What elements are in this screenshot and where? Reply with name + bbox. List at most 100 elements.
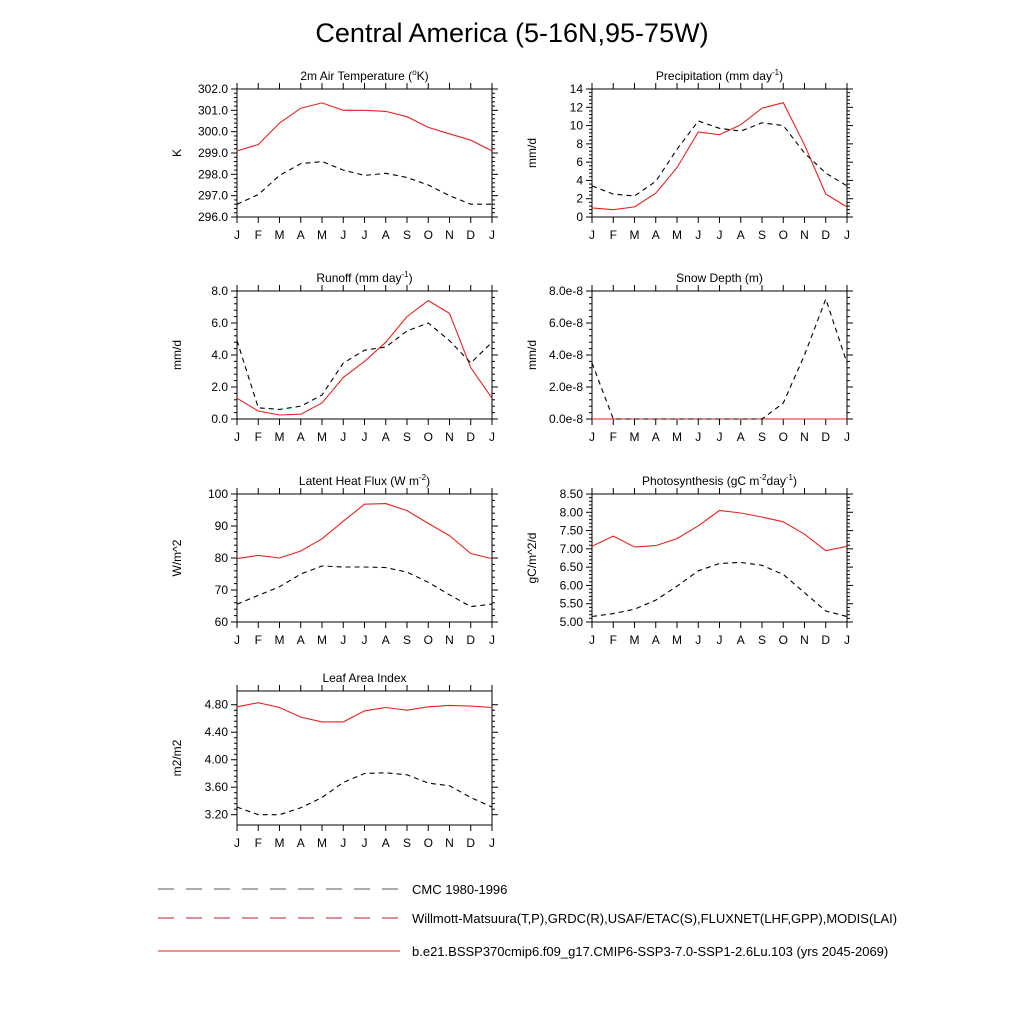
panel-title: Latent Heat Flux (W m-2) <box>299 473 430 488</box>
x-tick-label: F <box>610 633 617 647</box>
y-tick-label: 301.0 <box>198 103 228 117</box>
x-tick-label: F <box>255 633 262 647</box>
plot-frame <box>236 290 493 420</box>
y-tick-label: 5.50 <box>560 597 584 611</box>
x-tick-label: A <box>382 836 390 850</box>
obs-series-line <box>591 297 848 420</box>
plot-frame <box>591 290 848 420</box>
x-tick-label: A <box>382 633 390 647</box>
x-tick-label: J <box>340 633 346 647</box>
x-tick-label: M <box>317 228 327 242</box>
x-tick-label: M <box>672 633 682 647</box>
y-tick-label: 100 <box>208 487 228 501</box>
x-tick-label: A <box>737 633 745 647</box>
x-tick-label: D <box>466 633 475 647</box>
y-tick-label: 6.0 <box>211 316 228 330</box>
x-tick-label: N <box>445 430 454 444</box>
x-tick-label: M <box>630 633 640 647</box>
x-tick-label: A <box>297 633 305 647</box>
x-tick-label: M <box>275 633 285 647</box>
chart-panel-6: Photosynthesis (gC m-2day-1) gC/m^2/d 5.00… <box>525 473 853 647</box>
y-tick-label: 8.00 <box>560 505 584 519</box>
x-tick-label: M <box>317 836 327 850</box>
x-tick-label: M <box>672 430 682 444</box>
chart-panel-4: Snow Depth (m) mm/d 0.0e-8 2.0e-8 4.0e-8 6.0e… <box>525 271 853 444</box>
x-tick-label: J <box>589 430 595 444</box>
x-tick-label: J <box>489 633 495 647</box>
x-tick-label: M <box>317 633 327 647</box>
y-axis-label: mm/d <box>525 340 539 370</box>
model-series-line <box>236 299 493 416</box>
y-tick-label: 2.0 <box>211 380 228 394</box>
y-tick-label: 14 <box>570 82 584 96</box>
x-tick-label: M <box>275 836 285 850</box>
x-tick-label: F <box>255 228 262 242</box>
x-tick-label: S <box>403 836 411 850</box>
x-tick-label: M <box>275 430 285 444</box>
x-tick-label: A <box>382 430 390 444</box>
x-tick-label: N <box>445 836 454 850</box>
y-tick-label: 300.0 <box>198 125 228 139</box>
x-tick-label: M <box>275 228 285 242</box>
y-tick-label: 2 <box>576 192 583 206</box>
panel-title: Precipitation (mm day-1) <box>656 68 783 83</box>
y-tick-label: 3.60 <box>205 780 229 794</box>
x-tick-label: J <box>340 836 346 850</box>
model-series-line <box>591 509 848 552</box>
x-tick-label: J <box>340 430 346 444</box>
x-tick-label: A <box>382 228 390 242</box>
y-tick-label: 8.0e-8 <box>549 284 583 298</box>
y-tick-label: 7.50 <box>560 524 584 538</box>
x-tick-label: J <box>234 228 240 242</box>
y-tick-label: 8 <box>576 137 583 151</box>
x-tick-label: N <box>445 228 454 242</box>
x-tick-label: F <box>610 228 617 242</box>
x-tick-label: A <box>652 430 660 444</box>
x-tick-label: F <box>255 430 262 444</box>
x-tick-label: J <box>717 228 723 242</box>
y-tick-label: 4.40 <box>205 725 229 739</box>
y-tick-label: 4.0e-8 <box>549 348 583 362</box>
main-title: Central America (5-16N,95-75W) <box>315 18 709 48</box>
x-tick-label: J <box>234 836 240 850</box>
x-tick-label: D <box>466 228 475 242</box>
x-tick-label: O <box>424 836 433 850</box>
chart-panel-1: 2m Air Temperature (oK) K 296.0 297.0 298.0 2… <box>170 68 498 242</box>
y-axis-label: K <box>170 149 184 157</box>
panel-title: Photosynthesis (gC m-2day-1) <box>642 473 797 488</box>
y-tick-label: 4.80 <box>205 698 229 712</box>
x-tick-label: A <box>297 430 305 444</box>
x-tick-label: J <box>844 430 850 444</box>
x-tick-label: O <box>424 228 433 242</box>
y-tick-label: 4.0 <box>211 348 228 362</box>
x-tick-label: D <box>466 430 475 444</box>
y-tick-label: 6.50 <box>560 560 584 574</box>
x-tick-label: F <box>255 836 262 850</box>
x-tick-label: N <box>800 430 809 444</box>
x-tick-label: A <box>737 430 745 444</box>
x-tick-label: O <box>779 228 788 242</box>
x-tick-label: F <box>610 430 617 444</box>
y-tick-label: 12 <box>570 100 584 114</box>
x-tick-label: J <box>234 430 240 444</box>
x-tick-label: M <box>630 430 640 444</box>
x-tick-label: M <box>630 228 640 242</box>
x-tick-label: J <box>489 836 495 850</box>
y-axis-label: gC/m^2/d <box>525 533 539 584</box>
y-tick-label: 0.0 <box>211 412 228 426</box>
model-series-line <box>236 503 493 560</box>
legend-label-1: CMC 1980-1996 <box>412 882 507 897</box>
y-axis-label: m2/m2 <box>170 739 184 776</box>
x-tick-label: O <box>424 430 433 444</box>
x-tick-label: J <box>695 228 701 242</box>
y-tick-label: 6.00 <box>560 578 584 592</box>
y-tick-label: 4.00 <box>205 753 229 767</box>
y-tick-label: 10 <box>570 119 584 133</box>
x-tick-label: J <box>362 228 368 242</box>
y-tick-label: 8.0 <box>211 284 228 298</box>
y-axis-label: W/m^2 <box>170 539 184 576</box>
y-tick-label: 4 <box>576 173 583 187</box>
y-tick-label: 80 <box>215 551 229 565</box>
y-tick-label: 90 <box>215 519 229 533</box>
chart-panel-7: Leaf Area Index m2/m2 3.20 3.60 4.00 4.40 4.80… <box>170 671 498 850</box>
